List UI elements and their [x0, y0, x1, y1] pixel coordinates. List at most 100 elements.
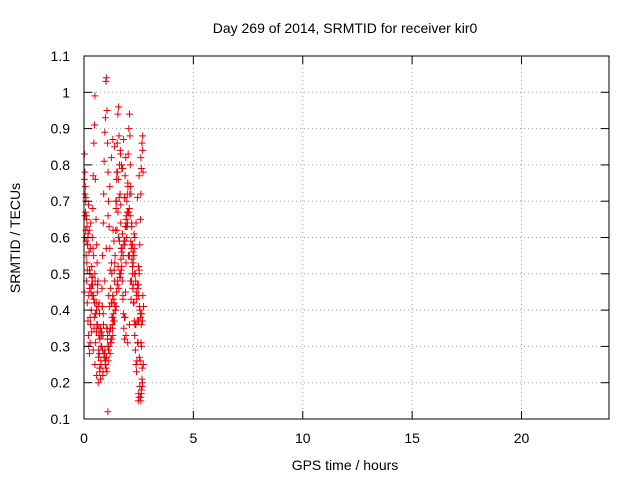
data-point [81, 168, 89, 176]
data-point [139, 168, 147, 176]
data-point [131, 332, 139, 340]
y-axis-label: SRMTID / TECUs [7, 183, 23, 293]
data-point [105, 328, 113, 336]
data-point [107, 284, 115, 292]
data-point [116, 190, 124, 198]
data-point [83, 259, 91, 267]
data-point [136, 215, 144, 223]
data-point [120, 335, 128, 343]
data-point [120, 135, 128, 143]
data-point [131, 270, 139, 278]
data-point [92, 306, 100, 314]
data-point [85, 350, 93, 358]
data-point [130, 252, 138, 260]
x-axis-label: GPS time / hours [292, 457, 399, 473]
data-point [128, 241, 136, 249]
data-point [139, 146, 147, 154]
data-point [129, 259, 137, 267]
data-point [122, 154, 130, 162]
data-point [99, 252, 107, 260]
data-point [117, 270, 125, 278]
data-point [100, 350, 108, 358]
data-point [123, 197, 131, 205]
data-point [111, 143, 119, 151]
data-point [131, 346, 139, 354]
data-point [132, 321, 140, 329]
data-point [130, 230, 138, 238]
data-point [135, 393, 143, 401]
data-point [121, 223, 129, 231]
data-point [117, 201, 125, 209]
data-point [89, 244, 97, 252]
data-point [105, 223, 113, 231]
data-point [127, 244, 135, 252]
data-point [112, 204, 120, 212]
data-point [135, 172, 143, 180]
data-point [108, 335, 116, 343]
data-point [134, 194, 142, 202]
x-tick-label: 10 [295, 430, 311, 446]
data-point [110, 295, 118, 303]
data-point [133, 368, 140, 376]
data-point [92, 339, 100, 347]
data-point [112, 302, 120, 310]
data-point [125, 204, 133, 212]
data-point [114, 208, 122, 216]
data-point [117, 219, 125, 227]
data-point [124, 150, 132, 158]
data-point [92, 299, 100, 307]
data-point [84, 332, 92, 340]
data-point [99, 219, 107, 227]
data-point [104, 408, 112, 416]
data-point [115, 194, 123, 202]
data-point [89, 204, 97, 212]
data-point [82, 208, 90, 216]
data-point [97, 324, 105, 332]
data-point [134, 397, 142, 405]
data-point [96, 364, 104, 372]
chart-title: Day 269 of 2014, SRMTID for receiver kir… [213, 20, 478, 36]
data-point [126, 110, 133, 118]
data-point [90, 313, 98, 321]
data-point [104, 139, 112, 147]
data-point [132, 219, 140, 227]
data-point [84, 317, 92, 325]
data-point [136, 241, 144, 249]
data-point [138, 317, 146, 325]
data-point [90, 252, 98, 260]
data-point [110, 266, 118, 274]
data-point [99, 332, 107, 340]
data-point [95, 346, 103, 354]
data-point [117, 161, 125, 169]
x-tick-label: 0 [80, 430, 88, 446]
data-point [124, 219, 132, 227]
data-point [130, 299, 138, 307]
data-point [139, 132, 147, 140]
data-point [138, 310, 146, 318]
data-point [129, 248, 137, 256]
data-point [113, 226, 121, 234]
y-tick-label: 1 [62, 84, 70, 100]
y-tick-label: 0.4 [51, 302, 71, 318]
y-tick-label: 0.6 [51, 230, 71, 246]
data-point [114, 175, 122, 183]
data-point [89, 172, 97, 180]
data-point [123, 234, 131, 241]
data-point [87, 321, 95, 329]
data-point [137, 190, 145, 198]
data-point [100, 157, 108, 165]
data-point [108, 321, 116, 329]
data-point [103, 353, 111, 361]
data-point [97, 342, 105, 350]
data-point [136, 357, 144, 365]
data-point [106, 183, 114, 191]
data-point [122, 288, 130, 296]
data-point [115, 132, 123, 140]
data-point [128, 255, 136, 263]
data-point [126, 212, 134, 220]
data-point [91, 270, 99, 278]
data-point [107, 154, 115, 162]
data-point [138, 386, 146, 394]
data-point [117, 150, 125, 158]
